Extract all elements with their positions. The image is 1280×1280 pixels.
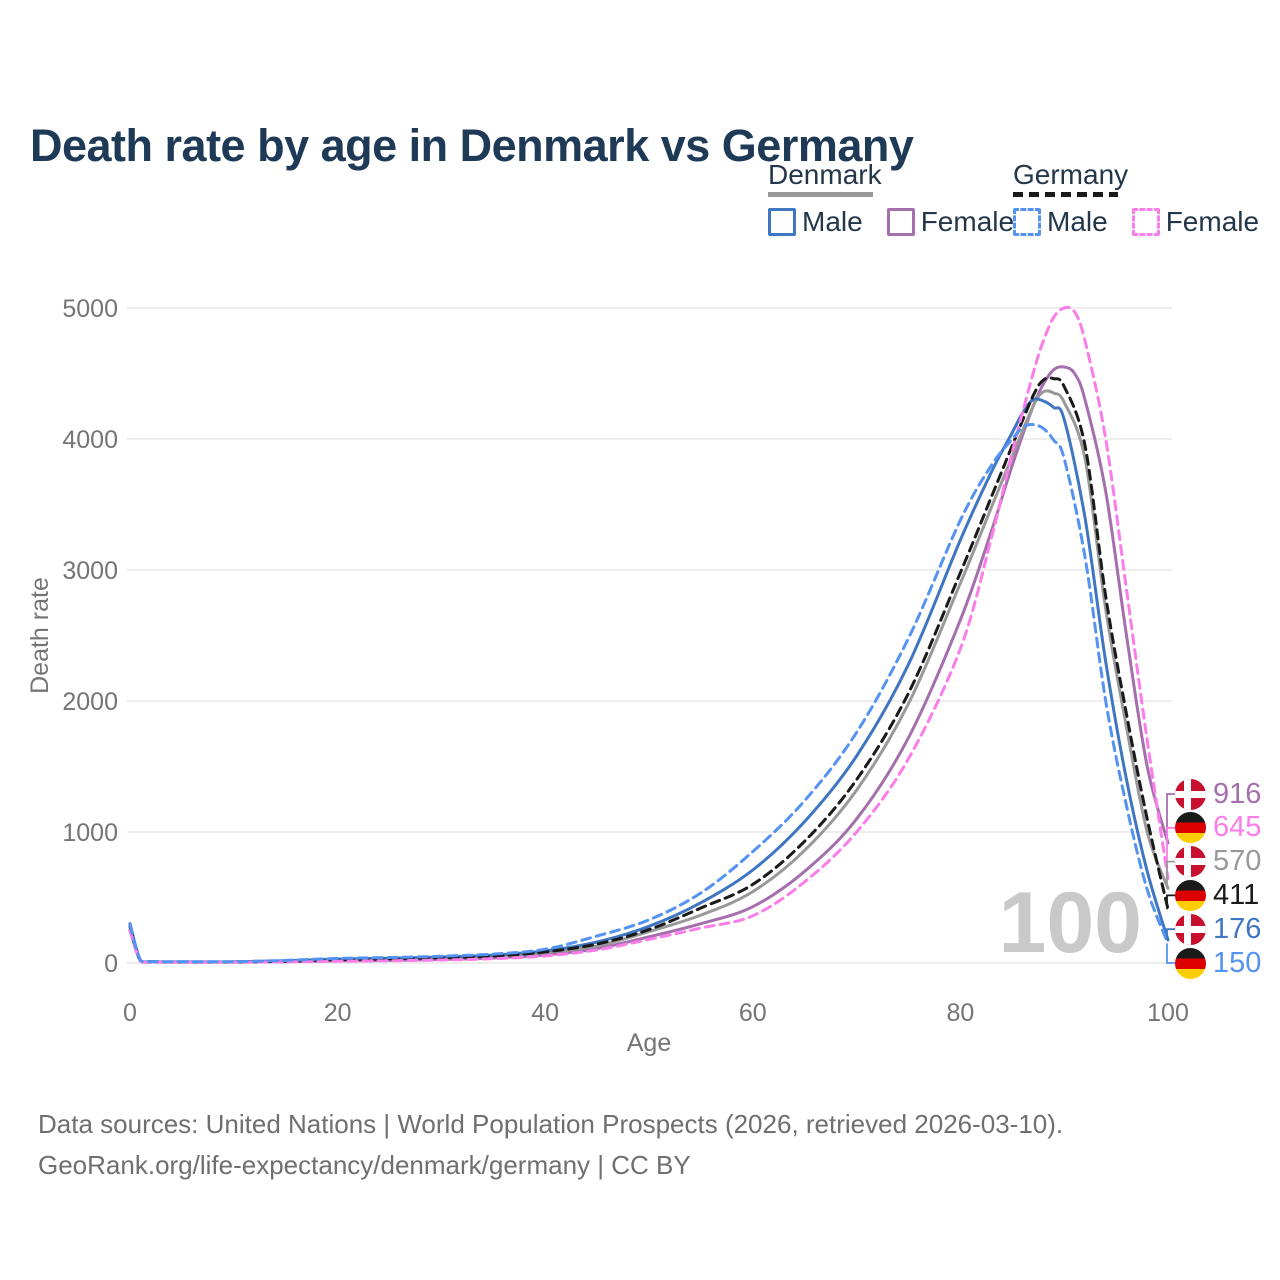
legend-group-germany-label: Germany <box>1013 159 1129 190</box>
series-line-de-male[interactable] <box>128 423 1170 964</box>
end-connector-dk-all <box>1166 860 1175 889</box>
legend-group-denmark: Denmark Male Female <box>768 160 1038 238</box>
y-axis-title: Death rate <box>26 577 54 694</box>
denmark-flag-icon <box>1175 913 1206 945</box>
end-label-dk-female: 916 <box>1175 777 1262 810</box>
legend-item-denmark-female[interactable]: Female <box>886 206 1015 238</box>
end-value-dk-female: 916 <box>1213 777 1262 810</box>
end-value-dk-all: 570 <box>1213 845 1262 878</box>
denmark-solid-line-sample <box>768 192 873 197</box>
end-connector-dk-male <box>1166 928 1175 940</box>
legend-group-germany: Germany Male Female <box>1013 160 1280 238</box>
germany-female-swatch-icon <box>1131 208 1160 236</box>
end-connector-de-all <box>1166 894 1175 910</box>
x-tick-label-40: 40 <box>531 999 559 1027</box>
y-tick-label-0: 0 <box>104 950 118 978</box>
y-tick-label-1000: 1000 <box>62 819 118 847</box>
page-title: Death rate by age in Denmark vs Germany <box>30 120 914 172</box>
y-tick-label-4000: 4000 <box>62 426 118 454</box>
germany-dashed-line-sample <box>1013 192 1118 197</box>
germany-flag-icon <box>1175 947 1206 979</box>
denmark-flag-icon <box>1175 778 1206 810</box>
denmark-male-swatch-icon <box>768 208 796 236</box>
x-tick-label-100: 100 <box>1147 999 1189 1027</box>
x-tick-label-0: 0 <box>123 999 137 1027</box>
germany-flag-icon <box>1175 879 1206 911</box>
legend-item-germany-female[interactable]: Female <box>1131 206 1260 238</box>
y-tick-label-5000: 5000 <box>62 295 118 323</box>
end-value-de-female: 645 <box>1213 811 1262 844</box>
end-label-de-male: 150 <box>1175 946 1262 979</box>
denmark-female-swatch-icon <box>886 208 915 236</box>
end-label-dk-male: 176 <box>1175 912 1262 945</box>
x-tick-label-20: 20 <box>324 999 352 1027</box>
footer-attribution: GeoRank.org/life-expectancy/denmark/germ… <box>38 1150 691 1180</box>
denmark-flag-icon <box>1175 846 1206 878</box>
legend-item-germany-female-label: Female <box>1165 206 1260 237</box>
end-value-dk-male: 176 <box>1213 912 1262 945</box>
legend-item-germany-male-label: Male <box>1047 206 1108 237</box>
germany-flag-icon <box>1175 812 1206 844</box>
legend-item-denmark-male[interactable]: Male <box>768 206 863 238</box>
footer: Data sources: United Nations | World Pop… <box>38 1104 1063 1186</box>
end-value-de-all: 411 <box>1213 878 1260 911</box>
legend-group-denmark-label: Denmark <box>768 159 882 190</box>
end-connector-de-female <box>1166 826 1175 879</box>
end-label-de-female: 645 <box>1175 811 1262 844</box>
end-label-de-all: 411 <box>1175 878 1260 911</box>
age-watermark: 100 <box>999 875 1143 971</box>
end-connector-dk-female <box>1166 793 1175 843</box>
y-tick-label-2000: 2000 <box>62 688 118 716</box>
germany-male-swatch-icon <box>1013 208 1041 236</box>
end-value-de-male: 150 <box>1213 946 1262 979</box>
footer-data-sources: Data sources: United Nations | World Pop… <box>38 1109 1064 1139</box>
legend-item-denmark-male-label: Male <box>802 206 863 237</box>
legend-item-denmark-female-label: Female <box>920 206 1015 237</box>
x-axis-title: Age <box>627 1029 671 1057</box>
end-label-dk-all: 570 <box>1175 845 1262 878</box>
y-tick-label-3000: 3000 <box>62 557 118 585</box>
end-connector-de-male <box>1166 943 1175 964</box>
x-tick-label-60: 60 <box>739 999 767 1027</box>
x-tick-label-80: 80 <box>946 999 974 1027</box>
legend-item-germany-male[interactable]: Male <box>1013 206 1108 238</box>
series-line-de-female[interactable] <box>128 305 1170 964</box>
